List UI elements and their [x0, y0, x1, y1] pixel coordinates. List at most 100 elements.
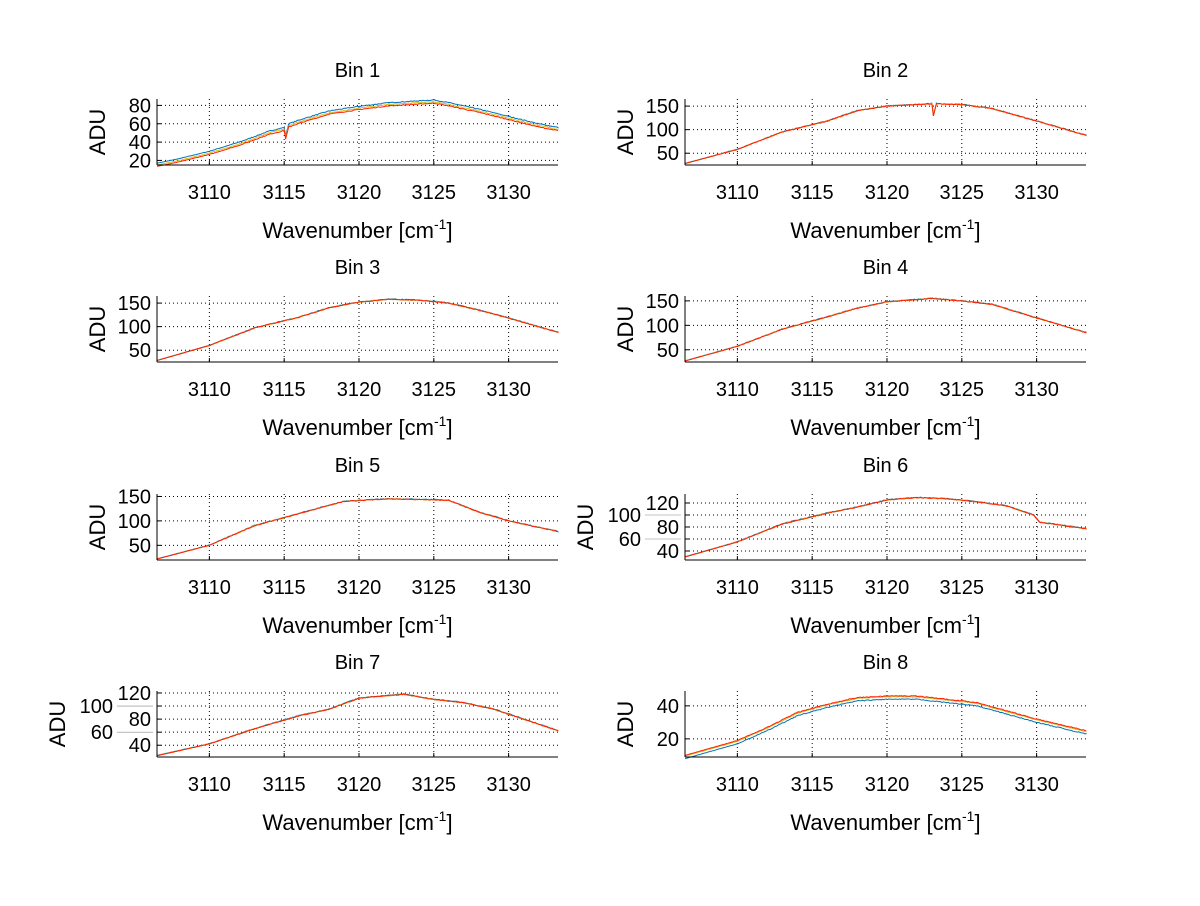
x-tick-label: 3110: [716, 577, 759, 599]
subplot-title: Bin 8: [863, 652, 909, 674]
y-axis-label: ADU: [613, 306, 638, 352]
x-tick-label: 3110: [188, 774, 231, 796]
y-tick-label: 80: [129, 95, 151, 117]
x-tick-label: 3130: [486, 774, 531, 796]
x-tick-label: 3115: [791, 774, 834, 796]
y-tick-label: 120: [118, 683, 151, 705]
x-tick-label: 3115: [791, 577, 834, 599]
series-line-2: [156, 693, 559, 757]
x-axis-label: Wavenumber [cm-1]: [262, 216, 452, 243]
x-axis-label: Wavenumber [cm-1]: [790, 413, 980, 440]
y-axis-label: ADU: [573, 504, 598, 550]
x-tick-label: 3110: [188, 182, 231, 204]
series-line-2: [684, 297, 1087, 362]
x-tick-label: 3115: [263, 774, 306, 796]
y-tick-label: 20: [129, 150, 151, 172]
x-tick-label: 3110: [188, 379, 231, 401]
y-tick-label: 150: [646, 96, 679, 118]
y-tick-label: 100: [646, 315, 679, 337]
x-tick-label: 3115: [791, 182, 834, 204]
x-tick-label: 3125: [412, 577, 457, 599]
series-line-3: [684, 695, 1087, 756]
subplot-title: Bin 5: [335, 455, 381, 477]
y-tick-label: 100: [608, 505, 641, 527]
y-axis-label: ADU: [45, 701, 70, 747]
series-line-3: [156, 693, 559, 757]
x-axis-label: Wavenumber [cm-1]: [790, 611, 980, 638]
y-tick-label: 150: [646, 291, 679, 313]
x-axis-label: Wavenumber [cm-1]: [262, 808, 452, 835]
x-tick-label: 3130: [1014, 774, 1059, 796]
y-axis-label: ADU: [85, 109, 110, 155]
subplot-title: Bin 1: [335, 60, 381, 82]
x-tick-label: 3125: [940, 182, 985, 204]
y-tick-label: 40: [129, 735, 151, 757]
y-tick-label: 80: [129, 709, 151, 731]
x-tick-label: 3120: [865, 379, 910, 401]
x-tick-label: 3110: [188, 577, 231, 599]
x-tick-label: 3130: [486, 379, 531, 401]
y-tick-label: 40: [657, 541, 679, 563]
x-tick-label: 3125: [412, 379, 457, 401]
subplot-title: Bin 7: [335, 652, 381, 674]
x-tick-label: 3125: [412, 182, 457, 204]
y-tick-label: 100: [646, 120, 679, 142]
series-line-2: [156, 298, 559, 362]
subplot-bin-8: 3110 3115 3120 3125 3130 20 40 Bin 8 Wavenumber …: [613, 652, 1087, 835]
y-tick-label: 50: [129, 535, 151, 557]
x-tick-label: 3115: [263, 379, 306, 401]
subplot-title: Bin 6: [863, 455, 909, 477]
x-tick-label: 3130: [1014, 182, 1059, 204]
subplot-title: Bin 4: [863, 257, 909, 279]
y-tick-label: 50: [657, 340, 679, 362]
x-tick-label: 3130: [1014, 577, 1059, 599]
x-tick-label: 3130: [486, 577, 531, 599]
y-tick-label: 150: [118, 293, 151, 315]
series-line-1: [684, 698, 1087, 760]
series-line-3: [156, 498, 558, 560]
x-axis-label: Wavenumber [cm-1]: [790, 216, 980, 243]
series-line-1: [156, 498, 559, 560]
series-line-2: [684, 102, 1087, 165]
y-tick-label: 60: [129, 114, 151, 136]
y-axis-label: ADU: [85, 306, 110, 352]
x-tick-label: 3120: [865, 182, 910, 204]
series-line-2: [156, 498, 559, 560]
series-line-3: [684, 297, 1087, 362]
x-tick-label: 3120: [337, 182, 382, 204]
y-axis-label: ADU: [85, 504, 110, 550]
series-line-2: [684, 695, 1087, 757]
series-line-1: [156, 298, 559, 361]
x-tick-label: 3120: [337, 379, 382, 401]
x-tick-label: 3130: [486, 182, 531, 204]
y-tick-label: 60: [91, 722, 113, 744]
y-axis-label: ADU: [613, 701, 638, 747]
x-tick-label: 3110: [716, 379, 759, 401]
series-line-3: [156, 102, 559, 167]
y-tick-label: 20: [657, 729, 679, 751]
y-tick-label: 50: [657, 143, 679, 165]
y-tick-label: 100: [118, 317, 151, 339]
x-tick-label: 3125: [940, 774, 985, 796]
y-tick-label: 80: [657, 517, 679, 539]
y-tick-label: 40: [129, 132, 151, 154]
series-line-1: [684, 102, 1087, 164]
series-line-1: [684, 297, 1087, 362]
series-line-2: [156, 101, 559, 166]
x-tick-label: 3115: [791, 379, 834, 401]
series-line-3: [156, 298, 559, 362]
series-line-1: [156, 99, 559, 164]
x-axis-label: Wavenumber [cm-1]: [262, 611, 452, 638]
series-line-3: [684, 102, 1087, 165]
x-tick-label: 3120: [865, 774, 910, 796]
y-tick-label: 100: [80, 696, 113, 718]
x-tick-label: 3110: [716, 774, 759, 796]
x-tick-label: 3125: [940, 577, 985, 599]
subplot-title: Bin 2: [863, 60, 909, 82]
